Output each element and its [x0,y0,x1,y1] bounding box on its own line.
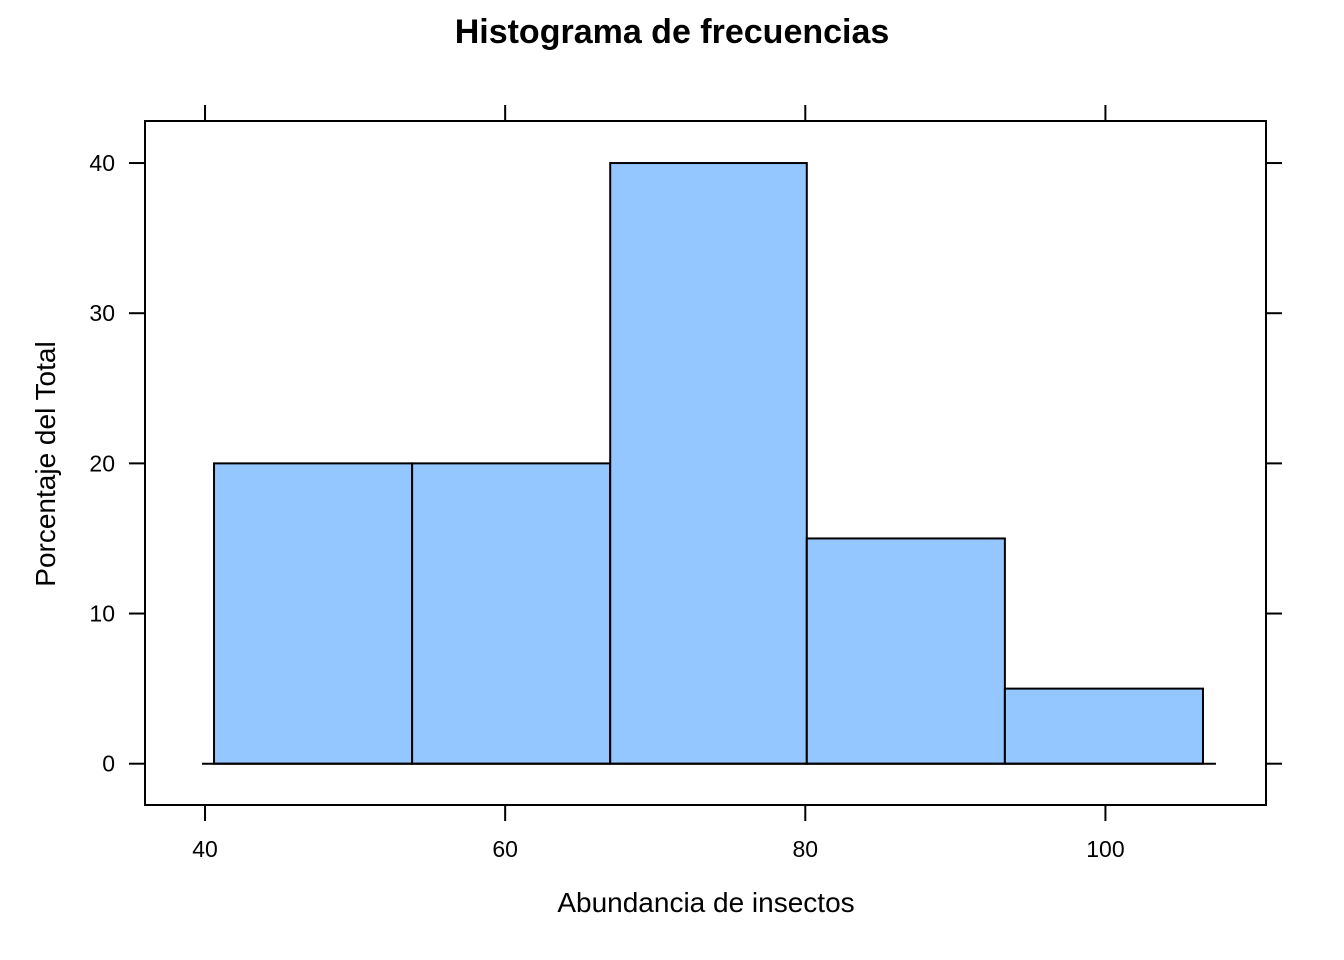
histogram-bar-1 [213,462,414,765]
y-axis: 0 10 20 30 40 [89,150,1282,777]
y-tick-label: 40 [89,150,115,176]
x-tick-label: 100 [1086,836,1124,862]
histogram-bar-3 [609,162,808,765]
bars-group [213,162,1204,765]
histogram-bar-4 [805,537,1006,765]
y-tick-label: 30 [89,300,115,326]
y-tick-label: 10 [89,601,115,627]
x-tick-label: 40 [192,836,218,862]
chart-title: Histograma de frecuencias [455,13,890,51]
y-axis-label: Porcentaje del Total [30,341,61,586]
x-axis: 40 60 80 100 [192,105,1125,862]
y-tick-label: 20 [89,450,115,476]
y-tick-label: 0 [102,751,115,777]
x-axis-label: Abundancia de insectos [557,887,854,918]
histogram-bar-5 [1003,687,1204,765]
x-tick-label: 60 [492,836,518,862]
histogram-bar-2 [411,462,612,765]
x-tick-label: 80 [792,836,818,862]
